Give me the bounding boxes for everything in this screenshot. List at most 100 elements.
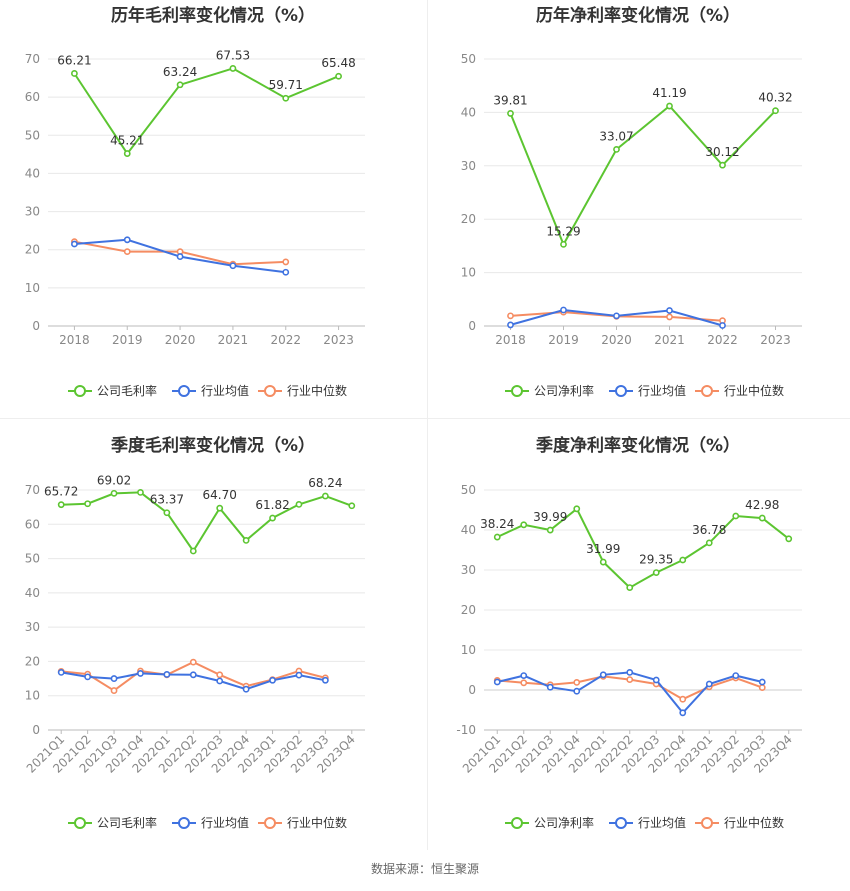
data-point [189, 671, 197, 679]
data-label: 33.07 [599, 129, 633, 143]
y-tick-label: 60 [25, 90, 40, 104]
data-point [71, 70, 78, 77]
legend-marker [264, 817, 276, 829]
legend-marker [615, 385, 627, 397]
data-point [229, 262, 237, 270]
data-point [189, 547, 197, 555]
y-tick-label: 20 [25, 243, 40, 257]
y-tick-label: 50 [25, 552, 40, 566]
data-label: 64.70 [203, 488, 237, 502]
data-point [599, 558, 607, 566]
data-point [269, 676, 276, 684]
horizontal-divider [0, 418, 850, 419]
data-point [84, 500, 92, 508]
data-point [666, 102, 673, 110]
data-point [57, 501, 65, 509]
y-tick-label: 10 [25, 689, 40, 703]
legend-label: 行业中位数 [287, 383, 347, 398]
data-label: 63.24 [163, 65, 197, 79]
data-point [732, 512, 740, 520]
legend-marker [178, 817, 190, 829]
data-point [216, 677, 224, 685]
data-point [176, 81, 184, 89]
data-point [229, 65, 237, 72]
vertical-divider [427, 0, 428, 850]
chart-panel-3: 季度毛利率变化情况（%）0102030405060702021Q12021Q22… [24, 435, 365, 830]
legend-item: 行业中位数 [258, 815, 347, 830]
data-point [123, 248, 131, 256]
chart-panel-1: 历年毛利率变化情况（%） 0 10 20 30 40 50 60 70 2018 2019 2020 2… [25, 5, 365, 398]
legend-label: 行业中位数 [724, 383, 784, 398]
chart-title: 季度净利率变化情况（%） [536, 435, 740, 456]
data-point [520, 679, 528, 687]
legend-label: 行业均值 [638, 383, 686, 398]
y-tick-label: 0 [468, 683, 476, 697]
series-line [73, 67, 339, 156]
data-point [335, 72, 342, 80]
data-label: 36.78 [692, 523, 726, 537]
legend-item: 行业均值 [609, 815, 686, 830]
data-point [626, 669, 634, 676]
data-point [137, 488, 144, 496]
y-tick-label: 0 [32, 723, 40, 737]
y-tick-label: 40 [461, 523, 476, 537]
data-point [758, 678, 766, 686]
legend-item: 行业均值 [172, 815, 249, 830]
x-tick-label: 2023 [323, 333, 354, 347]
data-point [242, 685, 250, 693]
data-label: 68.24 [308, 476, 342, 490]
data-point [321, 492, 329, 500]
legend-label: 行业均值 [201, 815, 249, 830]
y-tick-label: 30 [25, 205, 40, 219]
data-label: 59.71 [269, 78, 303, 92]
legend-item: 公司净利率 [505, 383, 594, 398]
x-tick-label: 2021 [218, 333, 249, 347]
data-point [573, 679, 581, 686]
data-label: 61.82 [255, 498, 289, 512]
data-point [573, 505, 581, 513]
data-point [573, 687, 581, 695]
data-point [719, 322, 726, 329]
data-point [348, 502, 356, 510]
data-point [71, 240, 78, 248]
data-point [560, 240, 567, 248]
legend-item: 行业中位数 [258, 383, 347, 398]
legend-marker [178, 385, 190, 397]
x-tick-label: 2022 [707, 333, 738, 347]
y-tick-label: 40 [25, 166, 40, 180]
data-point [705, 539, 713, 547]
x-tick-label: 2019 [112, 333, 143, 347]
legend-item: 公司净利率 [505, 815, 594, 830]
data-label: 41.19 [652, 86, 686, 100]
data-point [123, 236, 131, 244]
data-label: 29.35 [639, 553, 673, 567]
data-point [758, 684, 766, 691]
data-label: 63.37 [150, 493, 184, 507]
legend-marker [701, 385, 713, 397]
y-tick-label: 20 [461, 212, 476, 226]
data-point [176, 253, 184, 260]
data-point [785, 535, 793, 543]
x-tick-label: 2019 [548, 333, 579, 347]
legend-marker [615, 817, 627, 829]
legend-label: 公司毛利率 [97, 815, 157, 830]
data-point [679, 709, 687, 717]
data-point [282, 268, 290, 276]
data-point [110, 675, 118, 682]
data-point [189, 658, 197, 666]
data-point [732, 672, 740, 679]
data-point [282, 94, 290, 102]
y-tick-label: 30 [25, 620, 40, 634]
x-tick-label: 2018 [495, 333, 526, 347]
legend-marker [74, 817, 86, 829]
legend-label: 公司毛利率 [97, 383, 157, 398]
data-point [57, 669, 65, 676]
data-point [546, 526, 554, 534]
chart-panel-4: 季度净利率变化情况（%）-10010203040502021Q12021Q220… [456, 435, 802, 830]
data-point [493, 533, 501, 541]
data-label: 15.29 [546, 224, 580, 238]
data-point [666, 307, 673, 314]
data-point [282, 258, 290, 266]
data-point [110, 489, 118, 497]
x-tick-label: 2021 [654, 333, 685, 347]
